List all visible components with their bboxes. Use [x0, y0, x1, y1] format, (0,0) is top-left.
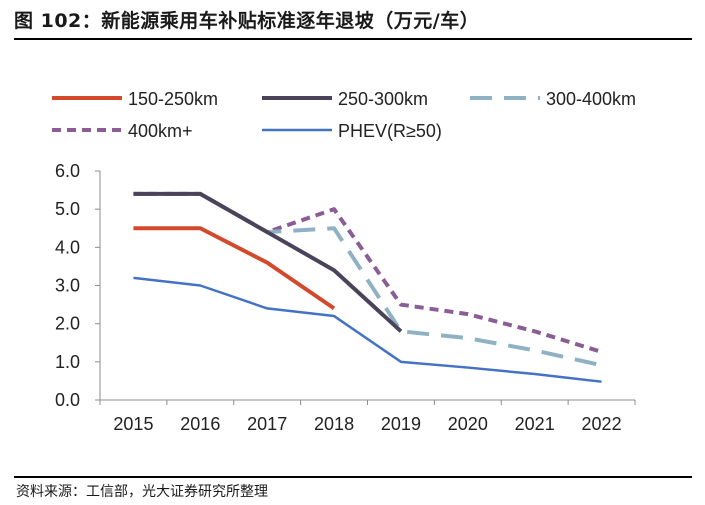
y-tick-label: 0.0 — [55, 390, 80, 410]
x-tick-label: 2020 — [448, 414, 488, 434]
x-tick-label: 2015 — [113, 414, 153, 434]
y-tick-label: 1.0 — [55, 352, 80, 372]
y-tick-label: 5.0 — [55, 199, 80, 219]
chart-legend: 150-250km 250-300km 300-400km 400km+ PHEV(R≥… — [52, 89, 636, 141]
legend-label: PHEV(R≥50) — [338, 121, 442, 141]
x-tick-label: 2021 — [515, 414, 555, 434]
x-tick-label: 2018 — [314, 414, 354, 434]
y-tick-label: 3.0 — [55, 276, 80, 296]
x-tick-label: 2022 — [582, 414, 622, 434]
x-tick-label: 2019 — [381, 414, 421, 434]
page-title: 图 102：新能源乘用车补贴标准逐年退坡（万元/车） — [14, 10, 480, 32]
legend-label: 300-400km — [546, 89, 636, 109]
source-divider — [14, 476, 692, 478]
legend-label: 150-250km — [128, 89, 218, 109]
series-line-phev-r-50 — [133, 276, 602, 383]
title-divider — [14, 38, 692, 40]
chart-axes: 0.0 1.0 2.0 3.0 4.0 5.0 6.0 2015 2016 2017 2018 201… — [55, 161, 636, 434]
line-chart: 150-250km 250-300km 300-400km 400km+ PHEV(R≥… — [52, 89, 636, 434]
x-tick-label: 2016 — [180, 414, 220, 434]
y-tick-label: 2.0 — [55, 314, 80, 334]
y-tick-label: 6.0 — [55, 161, 80, 181]
x-tick-label: 2017 — [247, 414, 287, 434]
series-line-150-250km — [133, 226, 336, 311]
series-line-400km — [133, 191, 603, 354]
chart-series — [133, 191, 603, 383]
legend-label: 400km+ — [128, 121, 193, 141]
y-tick-label: 4.0 — [55, 237, 80, 257]
legend-label: 250-300km — [338, 89, 428, 109]
source-note: 资料来源：工信部，光大证券研究所整理 — [16, 484, 268, 500]
series-line-250-300km — [133, 191, 403, 333]
